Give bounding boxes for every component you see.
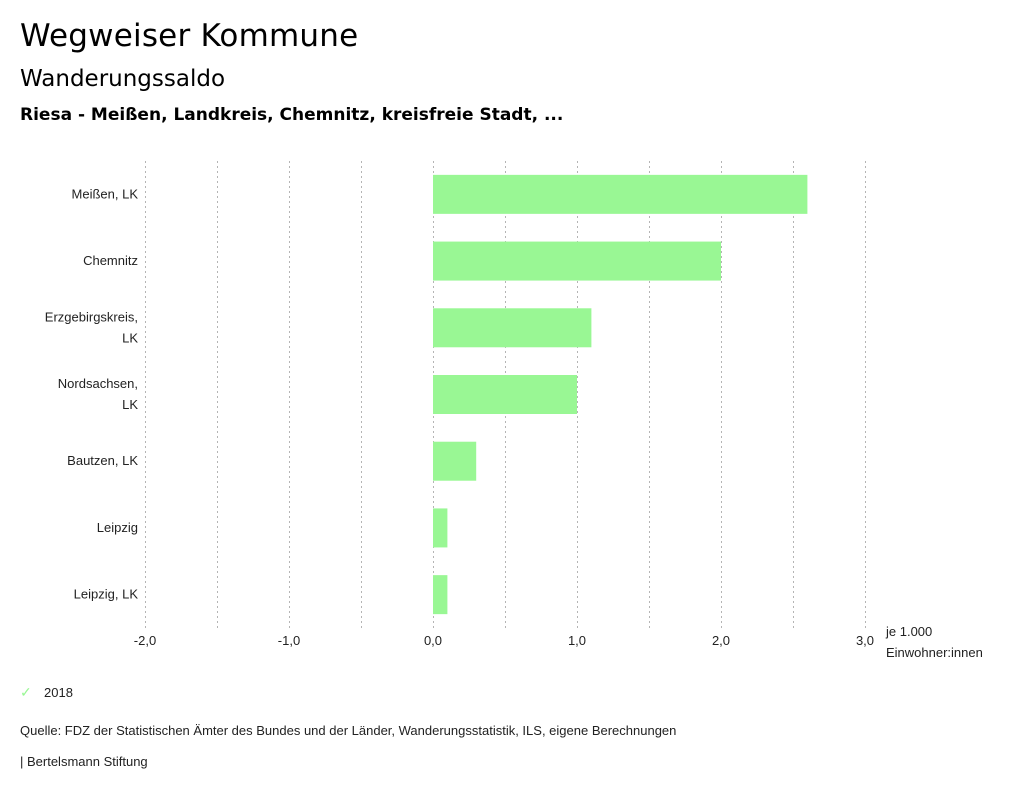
chart-subtitle: Wanderungssaldo: [20, 66, 226, 92]
legend-item-2018[interactable]: ✓ 2018: [20, 684, 73, 701]
category-label: Erzgebirgskreis,: [45, 309, 138, 324]
x-axis-unit-line-2: Einwohner:innen: [886, 645, 983, 660]
bar[interactable]: [433, 508, 448, 548]
bar[interactable]: [433, 174, 808, 214]
bar[interactable]: [433, 375, 577, 414]
x-tick-label: 0,0: [424, 633, 442, 648]
bar-chart: Meißen, LK Chemnitz Erzgebirgskreis, LK Nord…: [45, 161, 874, 648]
category-label: Leipzig, LK: [74, 587, 139, 602]
bars: [433, 174, 808, 615]
bar[interactable]: [433, 575, 448, 615]
x-tick-label: -2,0: [134, 633, 156, 648]
bar[interactable]: [433, 241, 721, 281]
check-icon: ✓: [20, 684, 32, 700]
bar[interactable]: [433, 308, 592, 348]
selected-regions: Riesa - Meißen, Landkreis, Chemnitz, kre…: [20, 105, 564, 125]
brand-credit: | Bertelsmann Stiftung: [20, 754, 148, 769]
page-title: Wegweiser Kommune: [20, 18, 359, 54]
category-label: LK: [122, 330, 138, 345]
category-label: Leipzig: [97, 520, 138, 535]
x-axis-unit-label: je 1.000 Einwohner:innen: [886, 621, 983, 663]
source-note: Quelle: FDZ der Statistischen Ämter des …: [20, 723, 677, 738]
x-tick-label: 2,0: [712, 633, 730, 648]
category-labels: Meißen, LK Chemnitz Erzgebirgskreis, LK Nord…: [45, 186, 139, 601]
category-label: Chemnitz: [83, 253, 138, 268]
x-tick-label: -1,0: [278, 633, 300, 648]
category-label: Bautzen, LK: [67, 453, 138, 468]
category-label: Nordsachsen,: [58, 376, 138, 391]
legend-label: 2018: [44, 685, 73, 700]
category-label: LK: [122, 397, 138, 412]
x-tick-label: 1,0: [568, 633, 586, 648]
x-tick-label: 3,0: [856, 633, 874, 648]
x-axis-unit-line-1: je 1.000: [886, 624, 933, 639]
x-tick-labels: -2,0 -1,0 0,0 1,0 2,0 3,0: [134, 633, 874, 648]
category-label: Meißen, LK: [72, 186, 139, 201]
bar[interactable]: [433, 441, 477, 481]
